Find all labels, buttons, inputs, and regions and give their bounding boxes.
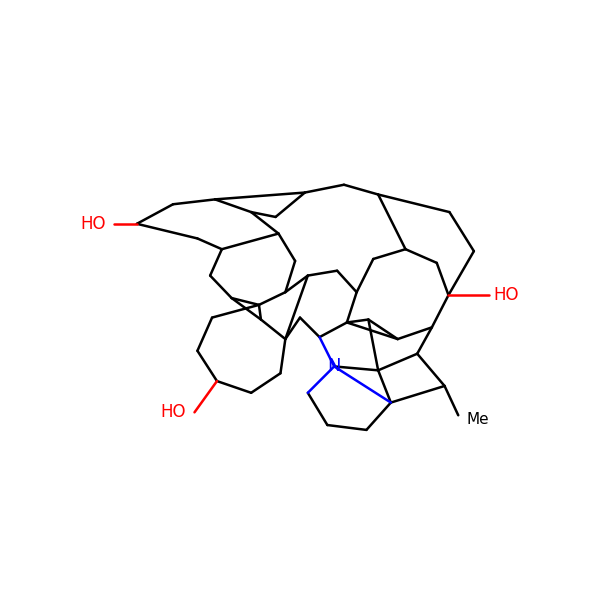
Text: HO: HO [80,215,106,233]
Text: HO: HO [160,403,186,421]
Text: N: N [328,358,341,376]
Text: HO: HO [493,286,519,304]
Text: Me: Me [466,412,488,427]
